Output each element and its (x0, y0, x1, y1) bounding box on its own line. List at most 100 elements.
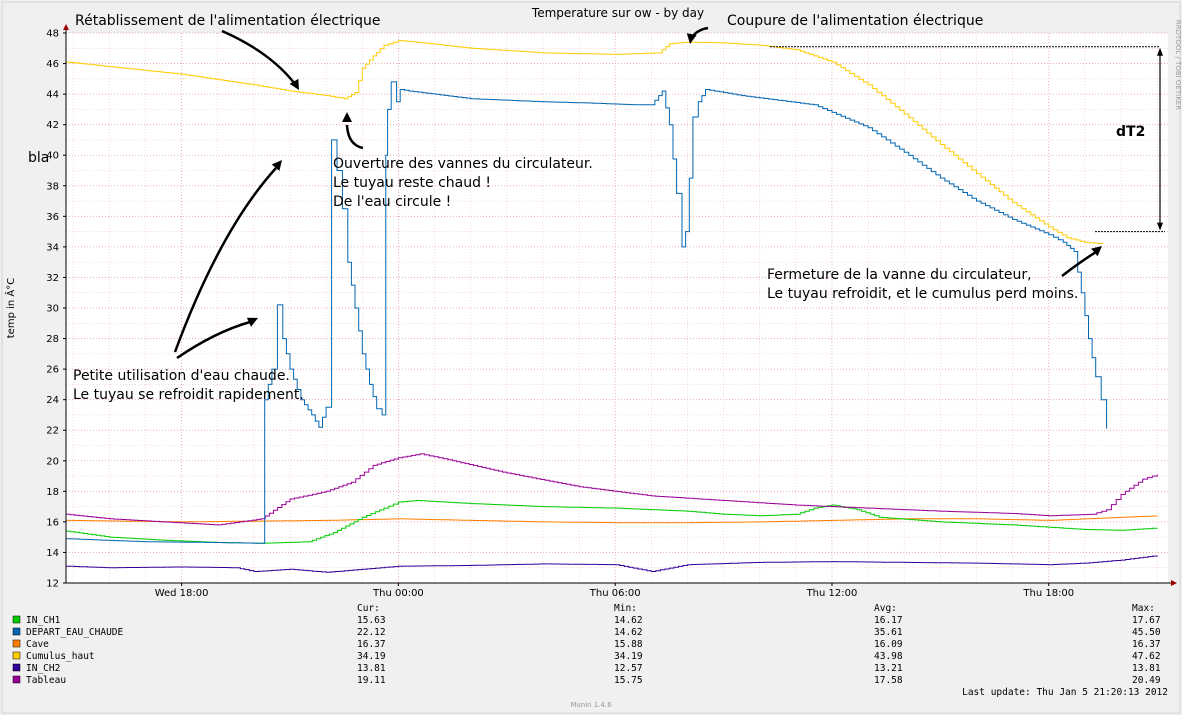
legend-swatch (12, 663, 21, 672)
last-update: Last update: Thu Jan 5 21:20:13 2012 (962, 687, 1168, 698)
y-tick-label: 38 (46, 181, 59, 192)
chart-title: Temperature sur ow - by day (531, 6, 704, 20)
y-tick-label: 24 (46, 395, 59, 406)
x-tick-label: Wed 18:00 (155, 588, 209, 599)
y-tick-label: 12 (46, 579, 59, 590)
legend-value-max: 47.62 (1132, 651, 1161, 662)
y-tick-label: 16 (46, 517, 59, 528)
annotation-2: Coupure de l'alimentation électrique (727, 13, 983, 29)
watermark: RRDTOOL / TOBI OETIKER (1174, 20, 1182, 110)
legend-value-max: 20.49 (1132, 675, 1161, 686)
series-line-depart-eau-chaude (66, 81, 1108, 544)
x-tick-label: Thu 18:00 (1022, 588, 1074, 599)
y-tick-label: 44 (46, 90, 59, 101)
legend-value-cur: 16.37 (357, 639, 386, 650)
legend-value-min: 12.57 (614, 663, 643, 674)
legend-value-avg: 43.98 (874, 651, 903, 662)
legend-header-min: Min: (614, 603, 637, 614)
legend-name: Cumulus_haut (26, 651, 95, 662)
arrow-fermeture (1061, 250, 1097, 277)
legend-value-avg: 16.17 (874, 615, 903, 626)
arrow-utilisation-1 (173, 167, 277, 353)
series-line-in-ch2 (66, 555, 1158, 573)
y-tick-label: 18 (46, 487, 59, 498)
y-tick-label: 40 (46, 151, 59, 162)
y-tick-label: 42 (46, 120, 59, 131)
annotation-5: Fermeture de la vanne du circulateur, Le … (767, 267, 1078, 302)
series-line-tableau (66, 453, 1158, 526)
legend-name: Cave (26, 639, 49, 650)
legend-swatch (12, 615, 21, 624)
ticks: 12 14 16 18 20 22 24 26 28 30 32 34 36 38 40 42 44 46 48 We… (46, 29, 1074, 600)
annotation-arrows (173, 26, 1165, 360)
legend-value-min: 14.62 (614, 627, 643, 638)
y-tick-label: 34 (46, 242, 59, 253)
arrow-utilisation-1-head (271, 160, 282, 171)
legend-value-max: 17.67 (1132, 615, 1161, 626)
legend-swatch (12, 639, 21, 648)
annotation-3: Ouverture des vannes du circulateur. Le t… (333, 156, 593, 210)
arrow-fermeture-head (1091, 246, 1102, 257)
x-tick-label: Thu 12:00 (806, 588, 858, 599)
arrow-utilisation-2 (176, 320, 251, 360)
series-line-cumulus-haut (66, 40, 1104, 244)
y-tick-label: 14 (46, 548, 59, 559)
legend-swatch (12, 675, 21, 684)
annotation-4: Petite utilisation d'eau chaude. Le tuyau… (73, 368, 304, 403)
legend-value-min: 15.88 (614, 639, 643, 650)
y-axis-label: temp in Â°C (4, 278, 17, 338)
legend-header-avg: Avg: (874, 603, 897, 614)
legend-name: IN_CH2 (26, 663, 60, 674)
y-tick-label: 22 (46, 426, 59, 437)
axes (63, 24, 1177, 586)
legend-value-avg: 35.61 (874, 627, 903, 638)
annotations: Rétablissement de l'alimentation électri… (73, 13, 1145, 403)
dt2-arrow-up (1157, 47, 1163, 56)
arrow-ouverture-head (342, 112, 352, 122)
stray-label: bla (28, 150, 49, 166)
y-tick-label: 30 (46, 304, 59, 315)
y-axis-arrow (63, 24, 69, 30)
legend-value-min: 34.19 (614, 651, 643, 662)
legend-value-max: 13.81 (1132, 663, 1161, 674)
legend-value-min: 14.62 (614, 615, 643, 626)
legend-swatch (12, 627, 21, 636)
x-tick-label: Thu 06:00 (589, 588, 641, 599)
legend: Cur: Min: Avg: Max: IN_CH1 15.63 14.62 16.17 17.… (12, 603, 1161, 686)
legend-value-cur: 15.63 (357, 615, 386, 626)
y-tick-label: 28 (46, 334, 59, 345)
series-line-cave (66, 515, 1158, 524)
y-tick-label: 32 (46, 273, 59, 284)
x-tick-label: Thu 00:00 (372, 588, 424, 599)
legend-value-max: 16.37 (1132, 639, 1161, 650)
arrow-retablissement-head (289, 78, 299, 90)
legend-value-avg: 13.21 (874, 663, 903, 674)
y-tick-label: 36 (46, 212, 59, 223)
legend-value-avg: 17.58 (874, 675, 903, 686)
legend-swatch (12, 651, 21, 660)
series-layer (66, 40, 1158, 573)
legend-header-cur: Cur: (357, 603, 380, 614)
footer: Munin 1.4.6 (570, 701, 612, 709)
dt2-arrow-down (1157, 222, 1163, 231)
arrow-utilisation-2-head (246, 317, 258, 327)
annotation-1: Rétablissement de l'alimentation électri… (75, 13, 381, 29)
legend-value-avg: 16.09 (874, 639, 903, 650)
legend-value-min: 15.75 (614, 675, 643, 686)
y-tick-label: 26 (46, 365, 59, 376)
legend-value-cur: 22.12 (357, 627, 386, 638)
arrow-ouverture (345, 124, 364, 150)
y-tick-label: 48 (46, 29, 59, 40)
annotation-6: dT2 (1116, 124, 1145, 140)
legend-value-cur: 19.11 (357, 675, 386, 686)
legend-value-cur: 34.19 (357, 651, 386, 662)
legend-value-cur: 13.81 (357, 663, 386, 674)
legend-value-max: 45.50 (1132, 627, 1161, 638)
arrow-retablissement (221, 29, 296, 85)
legend-header-max: Max: (1132, 603, 1155, 614)
legend-name: IN_CH1 (26, 615, 61, 626)
grid (66, 32, 1168, 583)
arrow-coupure-head (686, 33, 697, 44)
